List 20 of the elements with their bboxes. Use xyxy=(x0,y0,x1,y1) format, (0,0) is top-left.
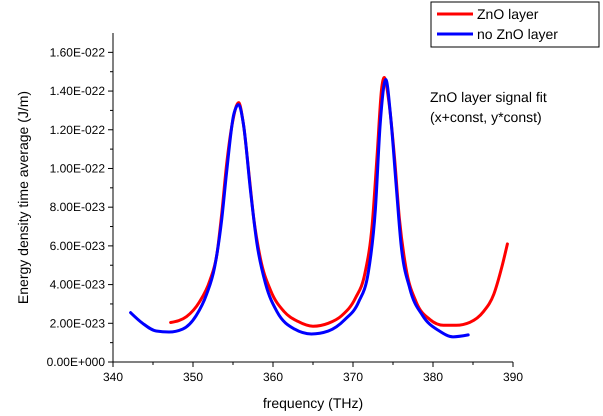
y-tick-label: 4.00E-023 xyxy=(50,278,106,292)
annotation: ZnO layer signal fit (x+const, y*const) xyxy=(430,89,547,125)
x-tick-label: 360 xyxy=(262,370,284,384)
y-tick-label: 1.40E-022 xyxy=(50,84,106,98)
y-tick-label: 6.00E-023 xyxy=(50,238,106,253)
y-tick-label: 0.00E+000 xyxy=(46,355,106,369)
legend-label: ZnO layer xyxy=(477,6,539,22)
x-tick-label: 340 xyxy=(102,370,124,384)
y-tick-label: 1.00E-022 xyxy=(50,161,106,176)
legend-label: no ZnO layer xyxy=(477,26,558,42)
x-tick-label: 390 xyxy=(502,370,524,384)
y-tick-label: 8.00E-023 xyxy=(50,200,106,214)
x-tick-label: 370 xyxy=(342,370,364,384)
y-tick-label: 1.60E-022 xyxy=(50,45,106,60)
y-tick-label: 2.00E-023 xyxy=(50,316,106,330)
x-tick-label: 380 xyxy=(422,370,444,384)
x-tick-label: 350 xyxy=(182,370,204,384)
y-tick-label: 1.20E-022 xyxy=(50,122,106,137)
y-axis-title: Energy density time average (J/m) xyxy=(15,90,31,304)
x-axis-title: frequency (THz) xyxy=(262,395,364,411)
